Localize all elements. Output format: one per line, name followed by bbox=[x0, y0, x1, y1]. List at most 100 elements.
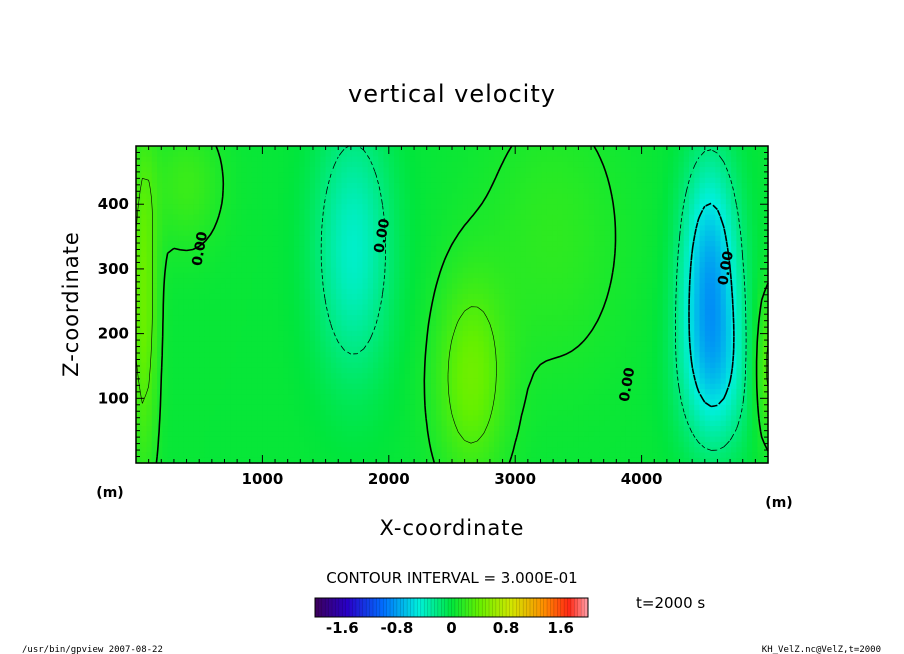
field-cell bbox=[388, 235, 395, 242]
field-cell bbox=[531, 330, 537, 337]
field-cell bbox=[330, 404, 337, 411]
field-cell bbox=[504, 373, 511, 380]
field-cell bbox=[183, 399, 190, 406]
field-cell bbox=[178, 315, 184, 321]
field-cell bbox=[473, 383, 479, 390]
field-cell bbox=[341, 151, 348, 158]
field-cell bbox=[494, 394, 500, 401]
field-cell bbox=[288, 167, 295, 174]
field-cell bbox=[162, 246, 169, 253]
field-cell bbox=[209, 447, 216, 454]
field-cell bbox=[541, 209, 548, 216]
field-cell bbox=[446, 204, 453, 210]
field-cell bbox=[178, 198, 184, 205]
field-cell bbox=[404, 272, 411, 279]
field-cell bbox=[178, 156, 184, 163]
field-cell bbox=[309, 309, 316, 316]
field-cell bbox=[241, 320, 248, 327]
field-cell bbox=[409, 420, 416, 427]
field-cell bbox=[467, 198, 474, 205]
field-cell bbox=[199, 399, 206, 406]
field-cell bbox=[567, 447, 574, 454]
field-cell bbox=[404, 457, 411, 464]
field-cell bbox=[167, 214, 174, 221]
field-cell bbox=[251, 293, 258, 300]
field-cell bbox=[441, 362, 448, 369]
field-cell bbox=[304, 415, 311, 422]
field-cell bbox=[241, 330, 248, 337]
field-cell bbox=[315, 246, 321, 253]
field-cell bbox=[146, 204, 153, 210]
field-cell bbox=[294, 431, 300, 438]
field-cell bbox=[483, 246, 490, 253]
field-cell bbox=[446, 441, 453, 448]
field-cell bbox=[536, 214, 543, 221]
field-cell bbox=[304, 341, 311, 348]
field-cell bbox=[236, 209, 242, 216]
field-cell bbox=[183, 267, 190, 274]
field-cell bbox=[531, 378, 537, 385]
field-cell bbox=[157, 230, 163, 237]
field-cell bbox=[452, 278, 458, 284]
field-cell bbox=[257, 452, 263, 459]
field-cell bbox=[193, 299, 200, 306]
field-cell bbox=[215, 151, 221, 158]
field-cell bbox=[394, 288, 400, 295]
field-cell bbox=[141, 404, 148, 411]
field-cell bbox=[241, 241, 248, 247]
field-cell bbox=[183, 198, 190, 205]
field-cell bbox=[162, 367, 169, 374]
field-cell bbox=[546, 320, 553, 327]
field-cell bbox=[557, 420, 564, 427]
field-cell bbox=[420, 161, 427, 168]
field-cell bbox=[462, 161, 469, 168]
field-cell bbox=[494, 362, 500, 369]
field-cell bbox=[415, 262, 421, 269]
field-cell bbox=[236, 267, 242, 274]
field-cell bbox=[215, 304, 221, 311]
field-cell bbox=[462, 431, 469, 438]
field-cell bbox=[246, 394, 253, 401]
field-cell bbox=[357, 415, 364, 422]
field-cell bbox=[225, 436, 232, 443]
field-cell bbox=[378, 251, 385, 258]
field-cell bbox=[315, 219, 321, 226]
field-cell bbox=[499, 267, 506, 274]
field-cell bbox=[278, 219, 285, 226]
field-cell bbox=[415, 452, 421, 459]
field-cell bbox=[146, 404, 153, 411]
field-cell bbox=[462, 383, 469, 390]
field-cell bbox=[383, 246, 390, 253]
field-cell bbox=[520, 330, 527, 337]
field-cell bbox=[552, 336, 558, 343]
field-cell bbox=[141, 325, 148, 332]
field-cell bbox=[446, 172, 453, 179]
field-cell bbox=[367, 146, 374, 152]
field-cell bbox=[378, 410, 385, 417]
field-cell bbox=[394, 251, 400, 258]
field-cell bbox=[236, 272, 242, 279]
field-cell bbox=[388, 447, 395, 454]
field-cell bbox=[146, 346, 153, 353]
field-cell bbox=[415, 182, 421, 189]
field-cell bbox=[483, 283, 490, 290]
field-cell bbox=[157, 204, 163, 210]
field-cell bbox=[552, 146, 558, 152]
field-cell bbox=[294, 278, 300, 284]
field-cell bbox=[525, 198, 532, 205]
field-cell bbox=[346, 283, 353, 290]
field-cell bbox=[193, 256, 200, 263]
field-cell bbox=[136, 156, 142, 163]
field-cell bbox=[246, 404, 253, 411]
field-cell bbox=[272, 420, 279, 427]
field-cell bbox=[220, 230, 227, 237]
field-cell bbox=[225, 399, 232, 406]
field-cell bbox=[536, 235, 543, 242]
field-cell bbox=[388, 309, 395, 316]
field-cell bbox=[346, 146, 353, 152]
field-cell bbox=[246, 315, 253, 321]
field-cell bbox=[330, 309, 337, 316]
field-cell bbox=[157, 346, 163, 353]
field-cell bbox=[546, 352, 553, 358]
field-cell bbox=[204, 304, 211, 311]
